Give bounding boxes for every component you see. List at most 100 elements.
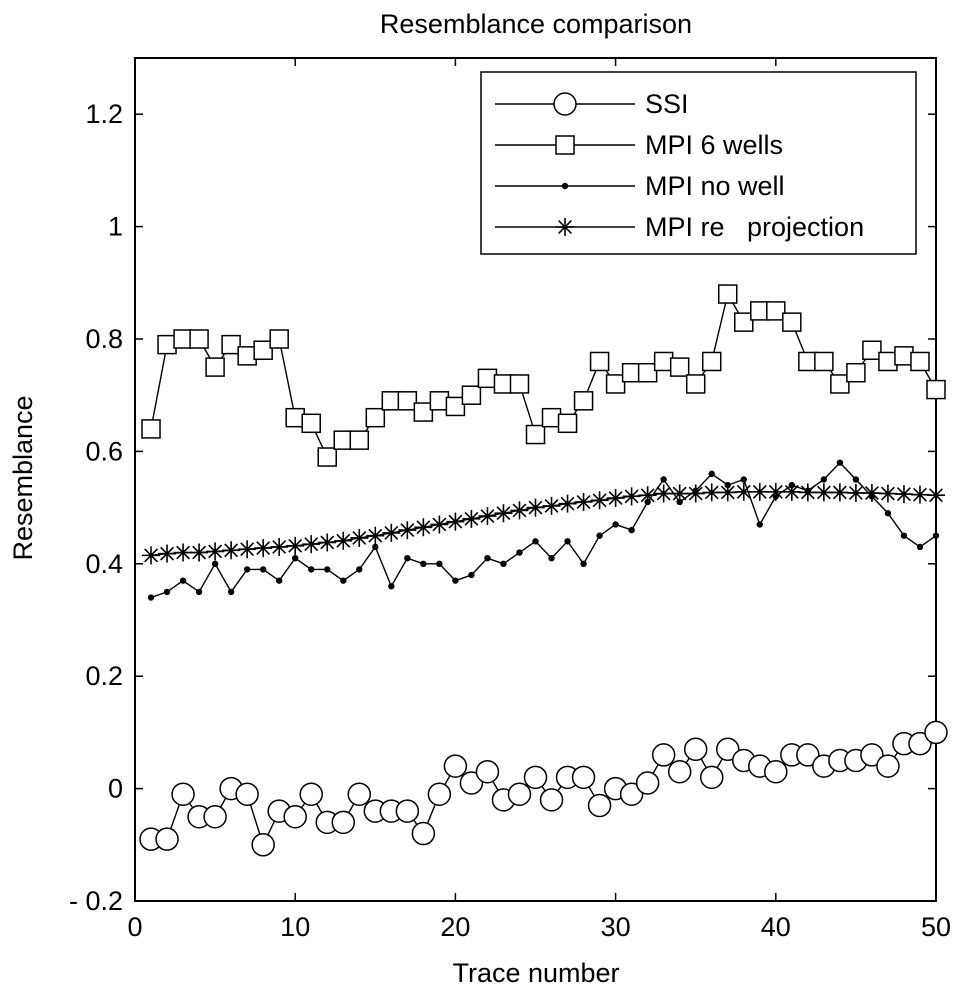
data-point — [308, 566, 315, 573]
data-point — [539, 788, 564, 812]
data-point — [910, 485, 929, 504]
data-point — [651, 743, 676, 767]
data-point — [299, 782, 323, 806]
data-point — [798, 483, 817, 502]
data-point — [443, 754, 468, 778]
series-circle — [139, 720, 948, 857]
data-point — [286, 536, 305, 555]
data-point — [398, 521, 417, 540]
data-point — [163, 588, 171, 596]
data-point — [814, 483, 833, 502]
data-point — [147, 594, 155, 601]
data-point — [318, 533, 337, 552]
data-point — [494, 504, 513, 523]
data-point — [814, 351, 834, 372]
data-point — [715, 737, 740, 762]
data-point — [404, 554, 411, 562]
data-point — [796, 743, 820, 767]
data-point — [637, 362, 658, 383]
data-point — [420, 560, 427, 567]
data-point — [388, 583, 395, 590]
y-tick-label: 1.2 — [85, 99, 123, 129]
data-point — [766, 301, 786, 321]
legend-label: MPI no well — [645, 171, 785, 201]
data-point — [317, 447, 337, 467]
data-point — [876, 754, 900, 778]
data-point — [445, 396, 466, 417]
data-point — [461, 385, 482, 405]
legend-label: SSI — [645, 89, 689, 119]
y-tick-label: - 0.2 — [69, 886, 123, 916]
data-point — [510, 501, 529, 520]
legend-marker — [556, 218, 574, 236]
data-point — [628, 526, 635, 534]
data-point — [667, 759, 692, 784]
data-point — [669, 357, 690, 377]
data-point — [397, 391, 418, 411]
data-point — [830, 483, 849, 502]
data-point — [190, 543, 209, 562]
data-point — [324, 566, 331, 573]
data-point — [926, 379, 946, 400]
data-point — [206, 542, 225, 561]
data-point — [413, 402, 434, 422]
series-line — [150, 491, 937, 557]
data-point — [532, 538, 539, 545]
data-point — [580, 560, 587, 567]
data-point — [908, 731, 932, 756]
data-point — [596, 532, 603, 539]
data-point — [411, 821, 436, 846]
data-point — [717, 284, 738, 304]
data-point — [587, 793, 612, 818]
data-point — [708, 470, 715, 478]
data-point — [836, 459, 844, 466]
data-point — [557, 413, 578, 434]
data-point — [259, 566, 267, 573]
data-point — [750, 482, 769, 501]
data-point — [605, 374, 626, 394]
data-point — [270, 537, 289, 556]
legend-label: MPI 6 wells — [645, 130, 783, 160]
data-point — [395, 799, 420, 823]
data-point — [500, 560, 507, 567]
data-point — [635, 771, 660, 795]
data-point — [468, 571, 475, 579]
axis-ticks: 0 10 20 30 40 50- 0.200.20.40.60.811.2 — [69, 58, 951, 942]
data-point — [619, 782, 644, 806]
data-point — [852, 476, 860, 483]
data-point — [910, 351, 930, 372]
data-point — [590, 491, 609, 510]
data-point — [340, 577, 347, 584]
y-tick-label: 0 — [108, 774, 123, 804]
data-point — [606, 489, 625, 508]
series-line — [150, 461, 937, 599]
data-point — [571, 765, 596, 790]
data-point — [622, 487, 641, 506]
x-tick-label: 20 — [440, 912, 470, 942]
data-point — [589, 351, 610, 372]
data-point — [894, 485, 913, 504]
data-point — [283, 804, 307, 829]
data-point — [860, 743, 884, 767]
data-point — [574, 492, 593, 511]
data-point — [475, 759, 500, 784]
data-point — [660, 476, 667, 483]
data-point — [205, 357, 225, 377]
data-point — [269, 329, 289, 349]
data-point — [238, 540, 257, 559]
data-point — [484, 554, 491, 562]
data-point — [523, 765, 548, 790]
data-point — [878, 484, 897, 503]
data-point — [683, 737, 708, 762]
data-point — [427, 782, 452, 806]
data-point — [507, 782, 532, 806]
legend-marker — [555, 135, 575, 155]
data-point — [924, 720, 948, 745]
data-point — [548, 554, 555, 562]
y-tick-label: 0.2 — [85, 661, 123, 691]
data-point — [846, 362, 866, 383]
data-point — [685, 374, 706, 394]
data-point — [932, 532, 940, 539]
data-point — [141, 419, 161, 439]
